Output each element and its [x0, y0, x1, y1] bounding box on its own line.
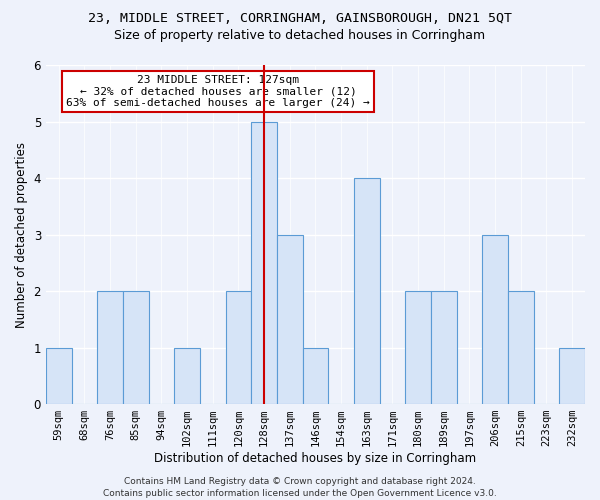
Bar	[123, 291, 149, 404]
Bar	[277, 234, 302, 404]
Bar	[302, 348, 328, 404]
Bar	[97, 291, 123, 404]
Bar	[46, 348, 71, 404]
Y-axis label: Number of detached properties: Number of detached properties	[15, 142, 28, 328]
Text: 23, MIDDLE STREET, CORRINGHAM, GAINSBOROUGH, DN21 5QT: 23, MIDDLE STREET, CORRINGHAM, GAINSBORO…	[88, 12, 512, 26]
X-axis label: Distribution of detached houses by size in Corringham: Distribution of detached houses by size …	[154, 452, 476, 465]
Text: Contains HM Land Registry data © Crown copyright and database right 2024.
Contai: Contains HM Land Registry data © Crown c…	[103, 476, 497, 498]
Bar	[251, 122, 277, 404]
Bar	[226, 291, 251, 404]
Bar	[508, 291, 533, 404]
Bar	[174, 348, 200, 404]
Bar	[431, 291, 457, 404]
Bar	[406, 291, 431, 404]
Bar	[354, 178, 380, 404]
Text: Size of property relative to detached houses in Corringham: Size of property relative to detached ho…	[115, 29, 485, 42]
Bar	[559, 348, 585, 404]
Text: 23 MIDDLE STREET: 127sqm
← 32% of detached houses are smaller (12)
63% of semi-d: 23 MIDDLE STREET: 127sqm ← 32% of detach…	[66, 75, 370, 108]
Bar	[482, 234, 508, 404]
